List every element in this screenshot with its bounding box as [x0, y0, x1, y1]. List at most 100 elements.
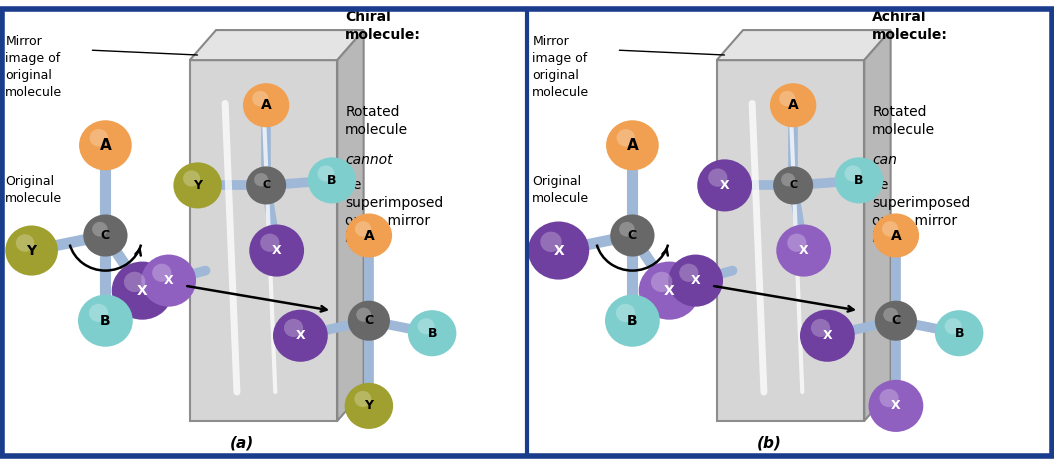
Circle shape	[868, 380, 923, 432]
Text: Mirror
image of
original
molecule: Mirror image of original molecule	[532, 35, 589, 99]
Circle shape	[83, 214, 128, 257]
Circle shape	[252, 91, 269, 106]
Circle shape	[317, 165, 334, 182]
Circle shape	[779, 91, 796, 106]
Text: C: C	[892, 314, 900, 327]
Circle shape	[417, 318, 434, 334]
Circle shape	[78, 295, 133, 347]
Text: be
superimposed
on its mirror
image: be superimposed on its mirror image	[346, 178, 444, 245]
Circle shape	[879, 389, 899, 407]
Circle shape	[112, 261, 173, 319]
Text: Rotated
molecule: Rotated molecule	[346, 105, 408, 137]
Circle shape	[800, 310, 855, 362]
Text: C: C	[101, 229, 110, 242]
Circle shape	[260, 234, 279, 252]
Text: A: A	[364, 229, 374, 242]
Circle shape	[875, 301, 917, 341]
Circle shape	[774, 166, 814, 204]
Text: B: B	[627, 313, 638, 328]
Circle shape	[781, 173, 795, 186]
Text: X: X	[891, 399, 901, 413]
Circle shape	[698, 160, 753, 212]
Text: B: B	[954, 327, 964, 340]
Circle shape	[124, 272, 145, 292]
Circle shape	[346, 213, 392, 258]
Text: X: X	[272, 244, 281, 257]
Polygon shape	[717, 60, 864, 421]
Circle shape	[619, 222, 635, 236]
Text: Rotated
molecule: Rotated molecule	[873, 105, 935, 137]
Polygon shape	[717, 30, 891, 60]
Circle shape	[92, 222, 108, 236]
Circle shape	[610, 214, 655, 257]
Circle shape	[183, 171, 200, 187]
Circle shape	[616, 304, 636, 322]
Circle shape	[769, 83, 816, 127]
Text: B: B	[854, 174, 864, 187]
Circle shape	[639, 261, 700, 319]
Circle shape	[152, 264, 172, 282]
Circle shape	[835, 157, 883, 203]
Circle shape	[873, 213, 919, 258]
Circle shape	[651, 272, 672, 292]
Circle shape	[246, 166, 287, 204]
Text: X: X	[720, 179, 729, 192]
Circle shape	[242, 83, 289, 127]
Circle shape	[605, 295, 660, 347]
Text: X: X	[163, 274, 174, 287]
Circle shape	[354, 391, 371, 407]
Circle shape	[355, 221, 371, 236]
Text: C: C	[628, 229, 637, 242]
Text: Y: Y	[193, 179, 202, 192]
Circle shape	[811, 319, 831, 337]
Circle shape	[844, 165, 861, 182]
Text: Original
molecule: Original molecule	[532, 175, 589, 206]
Circle shape	[348, 301, 390, 341]
Circle shape	[356, 307, 371, 322]
Text: A: A	[787, 98, 799, 112]
Text: Y: Y	[26, 243, 37, 258]
Circle shape	[308, 157, 356, 203]
Circle shape	[284, 319, 304, 337]
Text: X: X	[690, 274, 701, 287]
Circle shape	[254, 173, 268, 186]
Text: be
superimposed
on its mirror
image: be superimposed on its mirror image	[873, 178, 971, 245]
Circle shape	[944, 318, 961, 334]
Circle shape	[883, 307, 898, 322]
Text: Original
molecule: Original molecule	[5, 175, 62, 206]
Text: B: B	[100, 313, 111, 328]
Text: A: A	[260, 98, 272, 112]
Text: A: A	[891, 229, 901, 242]
Circle shape	[408, 310, 456, 356]
Text: Mirror
image of
original
molecule: Mirror image of original molecule	[5, 35, 62, 99]
Text: X: X	[553, 243, 564, 258]
Circle shape	[89, 304, 109, 322]
Circle shape	[668, 254, 723, 307]
Text: (b): (b)	[757, 436, 782, 451]
Circle shape	[787, 234, 806, 252]
Circle shape	[541, 231, 562, 252]
Circle shape	[79, 120, 132, 171]
Circle shape	[345, 383, 393, 429]
Text: B: B	[327, 174, 337, 187]
Circle shape	[882, 221, 898, 236]
Text: Y: Y	[365, 399, 373, 413]
Circle shape	[273, 310, 328, 362]
Circle shape	[708, 168, 727, 187]
Text: Achiral
molecule:: Achiral molecule:	[873, 10, 948, 42]
Text: X: X	[799, 244, 808, 257]
Circle shape	[90, 129, 108, 147]
Text: C: C	[365, 314, 373, 327]
Circle shape	[249, 225, 305, 277]
Text: cannot: cannot	[346, 153, 393, 167]
Text: C: C	[789, 180, 797, 190]
Text: X: X	[137, 284, 148, 298]
Circle shape	[935, 310, 983, 356]
Polygon shape	[864, 30, 891, 421]
Text: X: X	[295, 329, 306, 342]
Circle shape	[16, 234, 35, 252]
Text: C: C	[262, 180, 270, 190]
Text: B: B	[427, 327, 437, 340]
Text: X: X	[822, 329, 833, 342]
Text: A: A	[99, 138, 112, 153]
